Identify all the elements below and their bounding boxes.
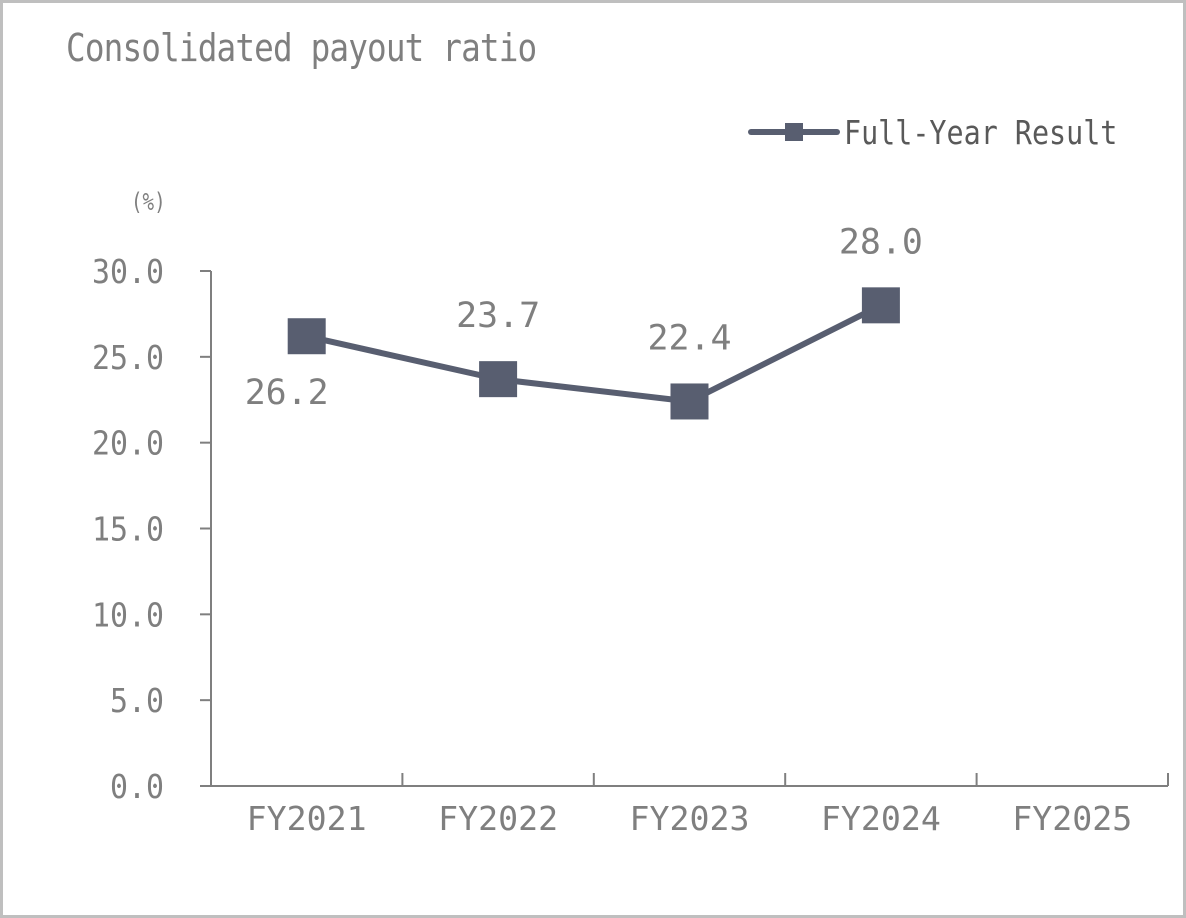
y-axis-unit: (%) — [131, 188, 166, 216]
legend-line-marker-icon — [748, 123, 840, 141]
y-tick-label: 10.0 — [92, 595, 164, 634]
data-point-square-marker-icon — [287, 318, 326, 355]
x-tick-label: FY2023 — [630, 799, 750, 838]
chart-title: Consolidated payout ratio — [66, 26, 537, 70]
series-full-year-result — [287, 287, 900, 420]
data-label: 26.2 — [245, 373, 329, 413]
x-tick-label: FY2024 — [821, 799, 941, 838]
data-point-square-marker-icon — [479, 361, 518, 398]
x-tick-label: FY2021 — [247, 799, 367, 838]
x-tick-label: FY2025 — [1012, 799, 1132, 838]
data-label: 28.0 — [839, 222, 923, 262]
x-tick-label: FY2022 — [438, 799, 558, 838]
y-tick-label: 25.0 — [92, 338, 164, 377]
legend-label: Full-Year Result — [844, 112, 1118, 152]
data-label: 22.4 — [648, 318, 732, 358]
data-labels: 26.2 23.7 22.4 28.0 — [245, 222, 923, 413]
y-tick-label: 15.0 — [92, 510, 164, 549]
series-line — [306, 302, 883, 405]
y-tick-label: 20.0 — [92, 424, 164, 463]
data-point-square-marker-icon — [670, 383, 709, 420]
y-tick-label: 5.0 — [110, 681, 164, 720]
y-tick-label: 30.0 — [92, 252, 164, 291]
y-axis-ticks: 0.0 5.0 10.0 15.0 20.0 25.0 30.0 — [92, 252, 211, 806]
x-axis-ticks: FY2021 FY2022 FY2023 FY2024 FY2025 — [247, 773, 1169, 838]
data-point-square-marker-icon — [861, 287, 900, 324]
legend: Full-Year Result — [748, 112, 1162, 152]
y-tick-label: 0.0 — [110, 767, 164, 806]
legend-square-marker-icon — [785, 123, 803, 141]
data-label: 23.7 — [456, 296, 540, 336]
